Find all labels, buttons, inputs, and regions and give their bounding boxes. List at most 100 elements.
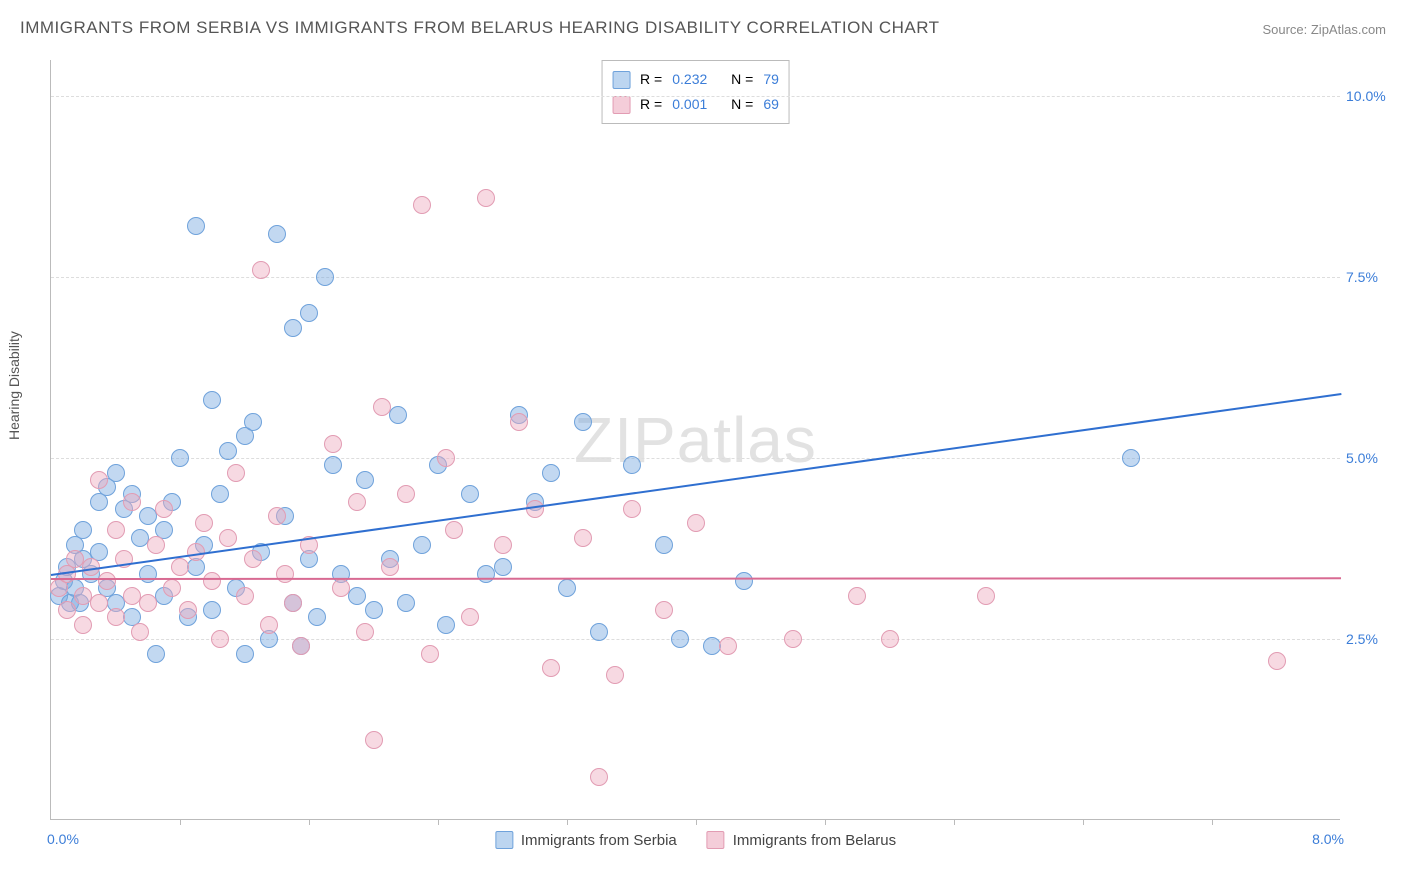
data-point <box>542 464 560 482</box>
y-tick-label: 5.0% <box>1346 450 1396 466</box>
data-point <box>784 630 802 648</box>
watermark: ZIPatlas <box>574 403 817 477</box>
data-point <box>171 558 189 576</box>
data-point <box>655 536 673 554</box>
plot-area: ZIPatlas R = 0.232 N = 79 R = 0.001 N = … <box>50 60 1340 820</box>
data-point <box>671 630 689 648</box>
data-point <box>348 493 366 511</box>
legend-item: Immigrants from Serbia <box>495 831 677 849</box>
data-point <box>268 225 286 243</box>
x-minor-tick <box>1212 819 1213 825</box>
data-point <box>623 500 641 518</box>
data-point <box>687 514 705 532</box>
data-point <box>139 594 157 612</box>
data-point <box>244 413 262 431</box>
source-label: Source: ZipAtlas.com <box>1262 22 1386 37</box>
data-point <box>494 558 512 576</box>
data-point <box>219 529 237 547</box>
data-point <box>510 413 528 431</box>
data-point <box>147 536 165 554</box>
data-point <box>461 485 479 503</box>
swatch-icon <box>707 831 725 849</box>
data-point <box>203 572 221 590</box>
chart-title: IMMIGRANTS FROM SERBIA VS IMMIGRANTS FRO… <box>20 18 940 38</box>
data-point <box>107 608 125 626</box>
x-tick-label: 0.0% <box>47 831 79 847</box>
data-point <box>139 565 157 583</box>
data-point <box>74 521 92 539</box>
gridline <box>51 96 1340 97</box>
chart-container: IMMIGRANTS FROM SERBIA VS IMMIGRANTS FRO… <box>0 0 1406 892</box>
data-point <box>90 594 108 612</box>
x-minor-tick <box>309 819 310 825</box>
data-point <box>735 572 753 590</box>
data-point <box>881 630 899 648</box>
data-point <box>236 645 254 663</box>
x-minor-tick <box>567 819 568 825</box>
data-point <box>131 623 149 641</box>
data-point <box>236 587 254 605</box>
data-point <box>107 464 125 482</box>
data-point <box>179 601 197 619</box>
data-point <box>365 601 383 619</box>
data-point <box>219 442 237 460</box>
data-point <box>437 616 455 634</box>
data-point <box>211 630 229 648</box>
data-point <box>300 304 318 322</box>
r-value: 0.232 <box>672 67 707 92</box>
data-point <box>324 435 342 453</box>
data-point <box>1122 449 1140 467</box>
x-minor-tick <box>954 819 955 825</box>
data-point <box>244 550 262 568</box>
data-point <box>445 521 463 539</box>
data-point <box>187 217 205 235</box>
data-point <box>848 587 866 605</box>
data-point <box>655 601 673 619</box>
data-point <box>74 616 92 634</box>
swatch-icon <box>612 71 630 89</box>
data-point <box>203 601 221 619</box>
data-point <box>421 645 439 663</box>
data-point <box>348 587 366 605</box>
data-point <box>1268 652 1286 670</box>
data-point <box>332 579 350 597</box>
data-point <box>203 391 221 409</box>
n-value: 79 <box>763 67 779 92</box>
y-tick-label: 2.5% <box>1346 631 1396 647</box>
data-point <box>373 398 391 416</box>
data-point <box>284 594 302 612</box>
x-minor-tick <box>825 819 826 825</box>
data-point <box>147 645 165 663</box>
x-minor-tick <box>180 819 181 825</box>
data-point <box>292 637 310 655</box>
data-point <box>227 464 245 482</box>
data-point <box>574 413 592 431</box>
data-point <box>590 623 608 641</box>
data-point <box>356 623 374 641</box>
n-label: N = <box>731 67 753 92</box>
data-point <box>58 601 76 619</box>
gridline <box>51 639 1340 640</box>
x-minor-tick <box>696 819 697 825</box>
gridline <box>51 458 1340 459</box>
data-point <box>260 616 278 634</box>
data-point <box>252 261 270 279</box>
swatch-icon <box>495 831 513 849</box>
data-point <box>574 529 592 547</box>
data-point <box>977 587 995 605</box>
data-point <box>437 449 455 467</box>
x-minor-tick <box>438 819 439 825</box>
data-point <box>461 608 479 626</box>
data-point <box>623 456 641 474</box>
data-point <box>163 579 181 597</box>
stats-box: R = 0.232 N = 79 R = 0.001 N = 69 <box>601 60 790 124</box>
data-point <box>477 189 495 207</box>
data-point <box>276 565 294 583</box>
y-axis-label: Hearing Disability <box>6 331 22 440</box>
data-point <box>211 485 229 503</box>
data-point <box>107 521 125 539</box>
gridline <box>51 277 1340 278</box>
watermark-thin: atlas <box>677 404 817 476</box>
data-point <box>389 406 407 424</box>
data-point <box>356 471 374 489</box>
